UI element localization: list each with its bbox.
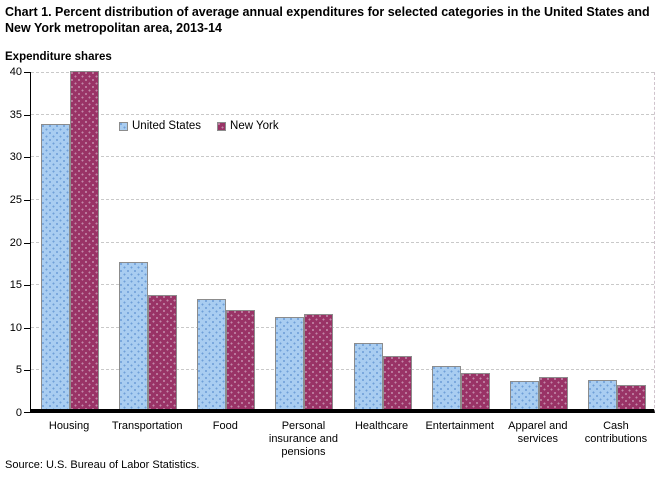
y-axis-title: Expenditure shares <box>5 51 112 63</box>
legend: United States New York <box>119 120 279 132</box>
y-tick-mark-30 <box>24 157 30 159</box>
y-tick-label-5: 5 <box>15 364 22 377</box>
y-tick-mark-10 <box>24 327 30 329</box>
y-tick-mark-20 <box>24 242 30 244</box>
bar-group-food <box>187 72 265 409</box>
gridline-30 <box>31 156 654 158</box>
x-tick-label-food: Food <box>212 420 238 432</box>
bar-group-healthcare <box>344 72 422 409</box>
bar-new-york-cash-contributions <box>616 385 646 409</box>
x-tick-label-housing: Housing <box>48 420 90 432</box>
bar-new-york-entertainment <box>460 373 490 409</box>
legend-item-united-states: United States <box>119 120 201 132</box>
gridline-10 <box>31 326 654 328</box>
y-tick-label-25: 25 <box>9 193 22 206</box>
y-tick-label-10: 10 <box>9 321 22 334</box>
bar-new-york-transportation <box>148 295 178 409</box>
gridline-15 <box>31 284 654 286</box>
bar-new-york-food <box>226 310 256 409</box>
legend-label-united-states: United States <box>132 120 202 132</box>
bar-united-states-transportation <box>119 262 149 409</box>
gridline-20 <box>31 241 654 243</box>
bar-united-states-healthcare <box>353 343 383 409</box>
y-tick-label-30: 30 <box>9 151 22 164</box>
y-tick-mark-0 <box>24 412 30 413</box>
gridline-35 <box>31 113 654 115</box>
bar-united-states-personal-insurance-and-pensions <box>275 317 305 409</box>
y-tick-label-20: 20 <box>9 236 22 249</box>
y-tick-mark-5 <box>24 370 30 372</box>
legend-swatch-new-york <box>217 121 227 131</box>
y-tick-label-15: 15 <box>9 279 22 292</box>
bar-group-entertainment <box>422 72 500 409</box>
bar-new-york-apparel-and-services <box>538 377 568 409</box>
y-tick-mark-25 <box>24 199 30 201</box>
x-tick-label-healthcare: Healthcare <box>354 420 409 432</box>
y-tick-mark-35 <box>24 114 30 116</box>
bar-group-personal-insurance-and-pensions <box>265 72 343 409</box>
y-tick-mark-15 <box>24 285 30 287</box>
gridline-25 <box>31 198 654 200</box>
bar-united-states-food <box>197 299 227 409</box>
bar-group-transportation <box>109 72 187 409</box>
bar-new-york-healthcare <box>382 356 412 409</box>
bar-new-york-housing <box>70 71 100 409</box>
source-note: Source: U.S. Bureau of Labor Statistics. <box>5 459 200 471</box>
bar-group-housing <box>31 71 109 409</box>
y-tick-label-35: 35 <box>9 108 22 121</box>
legend-item-new-york: New York <box>217 120 279 132</box>
bar-united-states-cash-contributions <box>587 380 617 409</box>
y-tick-label-0: 0 <box>15 407 22 419</box>
x-tick-label-entertainment: Entertainment <box>425 420 494 432</box>
gridline-5 <box>31 369 654 371</box>
x-tick-label-cash-contributions: Cash contributions <box>584 420 648 445</box>
x-tick-label-personal-insurance-and-pensions: Personal insurance and pensions <box>268 420 338 458</box>
x-tick-label-apparel-and-services: Apparel and services <box>508 420 568 445</box>
legend-swatch-united-states <box>119 121 128 131</box>
chart-title: Chart 1. Percent distribution of average… <box>5 5 650 35</box>
bar-group-cash-contributions <box>578 72 656 409</box>
bar-united-states-apparel-and-services <box>509 381 539 409</box>
x-axis-labels: Housing Transportation Food Personal insura… <box>30 420 655 459</box>
bar-united-states-entertainment <box>431 366 461 409</box>
y-tick-mark-40 <box>24 72 30 73</box>
y-tick-label-40: 40 <box>9 66 22 78</box>
plot-area: United States New York <box>24 71 656 413</box>
x-tick-label-transportation: Transportation <box>111 420 183 432</box>
gridline-40 <box>31 72 654 73</box>
bar-united-states-housing <box>41 124 71 409</box>
bar-group-apparel-and-services <box>500 72 578 409</box>
bar-new-york-personal-insurance-and-pensions <box>304 314 334 409</box>
legend-label-new-york: New York <box>230 120 279 132</box>
